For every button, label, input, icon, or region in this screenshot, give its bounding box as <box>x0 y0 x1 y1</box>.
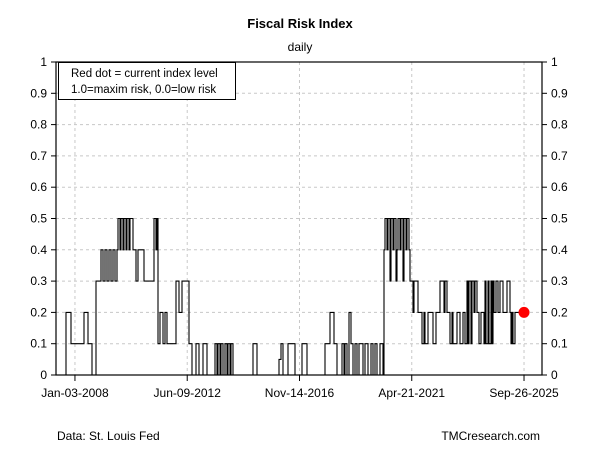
y-tick-label-left: 0.1 <box>30 337 47 351</box>
y-tick-label-right: 1 <box>551 55 558 69</box>
site-credit: TMCresearch.com <box>441 429 540 443</box>
y-tick-label-right: 0.8 <box>551 118 568 132</box>
y-tick-label-left: 0.9 <box>30 86 47 100</box>
chart-subtitle: daily <box>287 40 313 54</box>
y-tick-label-right: 0.9 <box>551 86 568 100</box>
y-tick-label-left: 0.8 <box>30 118 47 132</box>
y-tick-label-right: 0.5 <box>551 212 568 226</box>
y-tick-label-right: 0.2 <box>551 305 568 319</box>
risk-index-series <box>56 217 520 376</box>
y-tick-label-left: 0.3 <box>30 274 47 288</box>
y-tick-label-right: 0.1 <box>551 337 568 351</box>
current-value-dot <box>518 306 530 318</box>
y-tick-label-left: 0 <box>40 368 47 382</box>
x-tick-label: Jan-03-2008 <box>41 386 109 400</box>
data-source-credit: Data: St. Louis Fed <box>57 429 160 443</box>
y-tick-label-right: 0.6 <box>551 180 568 194</box>
y-tick-label-right: 0.4 <box>551 243 568 257</box>
x-tick-label: Sep-26-2025 <box>489 386 559 400</box>
legend-box: Red dot = current index level 1.0=maxim … <box>58 62 236 100</box>
y-tick-label-left: 0.2 <box>30 305 47 319</box>
chart-title: Fiscal Risk Index <box>247 16 353 31</box>
y-tick-label-left: 0.7 <box>30 149 47 163</box>
y-tick-label-right: 0.3 <box>551 274 568 288</box>
y-tick-label-right: 0 <box>551 368 558 382</box>
y-tick-label-left: 0.4 <box>30 243 47 257</box>
legend-line-2: 1.0=maxim risk, 0.0=low risk <box>71 84 217 96</box>
y-tick-label-right: 0.7 <box>551 149 568 163</box>
legend-line-1: Red dot = current index level <box>71 68 218 80</box>
y-tick-label-left: 1 <box>40 55 47 69</box>
x-tick-label: Apr-21-2021 <box>378 386 445 400</box>
x-tick-label: Jun-09-2012 <box>154 386 222 400</box>
y-tick-label-left: 0.5 <box>30 212 47 226</box>
y-tick-label-left: 0.6 <box>30 180 47 194</box>
x-tick-label: Nov-14-2016 <box>265 386 335 400</box>
